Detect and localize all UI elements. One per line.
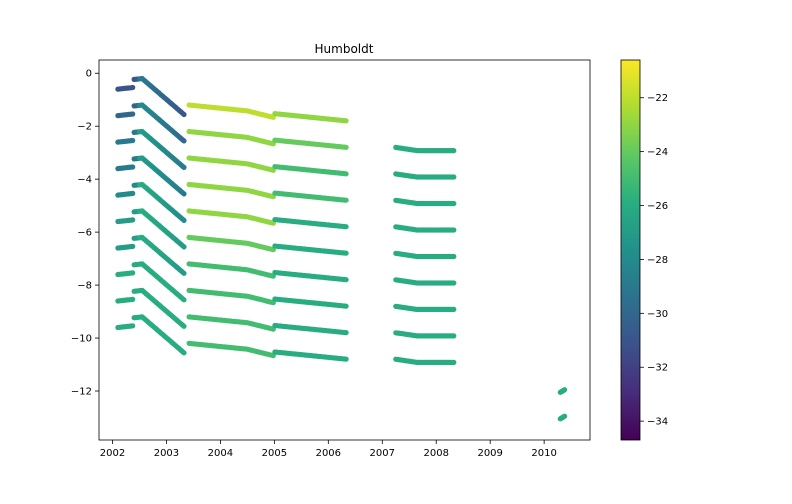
segment-2007-point (451, 359, 457, 365)
series-7-point (181, 297, 187, 303)
data-points (115, 75, 568, 422)
y-tick-label: −4 (77, 175, 92, 186)
series-1-point (130, 111, 136, 117)
colorbar-tick-label: −30 (647, 309, 668, 320)
segment-2007-point (451, 333, 457, 339)
segment-2007-point (451, 253, 457, 260)
series-3-point (181, 191, 187, 197)
y-tick-label: −10 (71, 334, 92, 345)
series-0-point (343, 118, 349, 124)
segment-2007-point (451, 200, 457, 207)
colorbar-tick-label: −26 (647, 201, 668, 212)
x-tick-label: 2004 (208, 448, 233, 459)
series-5-point (181, 244, 187, 250)
series-3-point (130, 164, 136, 170)
series-9-point (130, 323, 136, 329)
series-3-point (343, 197, 349, 203)
colorbar-tick-label: −32 (647, 363, 668, 374)
colorbar-tick-label: −34 (647, 417, 668, 428)
chart-title: Humboldt (315, 42, 374, 56)
y-tick-label: 0 (86, 69, 92, 80)
series-1-point (343, 144, 349, 150)
series-2-point (130, 137, 136, 144)
x-tick-label: 2008 (423, 448, 448, 459)
x-tick-label: 2002 (100, 448, 125, 459)
series-4-point (181, 217, 187, 223)
series-2-point (181, 164, 187, 170)
segment-2007-point (451, 280, 457, 286)
segment-2007-point (451, 174, 457, 180)
series-6-point (343, 277, 349, 283)
series-9-point (343, 356, 349, 362)
series-4-point (343, 224, 349, 230)
series-0-point (130, 84, 136, 91)
y-tick-label: −2 (77, 122, 92, 133)
series-0-point (181, 111, 187, 118)
x-tick-label: 2006 (316, 448, 341, 459)
colorbar-tick-label: −28 (647, 255, 668, 266)
y-tick-label: −6 (77, 228, 92, 239)
series-8-point (181, 323, 187, 329)
series-1-point (181, 138, 187, 144)
series-7-point (130, 270, 136, 276)
series-7-point (343, 303, 349, 309)
x-tick-label: 2005 (262, 448, 287, 459)
series-5-point (343, 250, 349, 256)
segment-2007-point (451, 227, 457, 233)
segment-2007-point (451, 148, 457, 154)
x-tick-label: 2007 (370, 448, 395, 459)
series-8-point (130, 296, 136, 302)
series-4-point (130, 190, 136, 196)
plot-frame (98, 59, 591, 441)
y-axis: 0 −2 −4 −6 −8 −10 −12 (71, 69, 99, 398)
colorbar (620, 59, 641, 441)
series-5-point (130, 217, 136, 223)
series-6-point (181, 270, 187, 276)
x-axis: 2002 2003 2004 2005 2006 2007 2008 2009 2010 (100, 440, 557, 459)
segment-2010-point (562, 413, 568, 419)
series-2-point (343, 171, 349, 177)
y-tick-label: −8 (77, 281, 92, 292)
colorbar-tick-label: −22 (647, 93, 668, 104)
colorbar-ticks: −22 −24 −26 −28 −30 −32 −34 (640, 93, 668, 428)
segment-2010-point (562, 387, 568, 393)
x-tick-label: 2009 (477, 448, 502, 459)
series-6-point (130, 243, 136, 249)
colorbar-tick-label: −24 (647, 147, 668, 158)
y-tick-label: −12 (71, 387, 92, 398)
segment-2007-point (451, 306, 457, 312)
series-8-point (343, 330, 349, 336)
x-tick-label: 2003 (154, 448, 179, 459)
x-tick-label: 2010 (531, 448, 556, 459)
series-9-point (181, 350, 187, 356)
